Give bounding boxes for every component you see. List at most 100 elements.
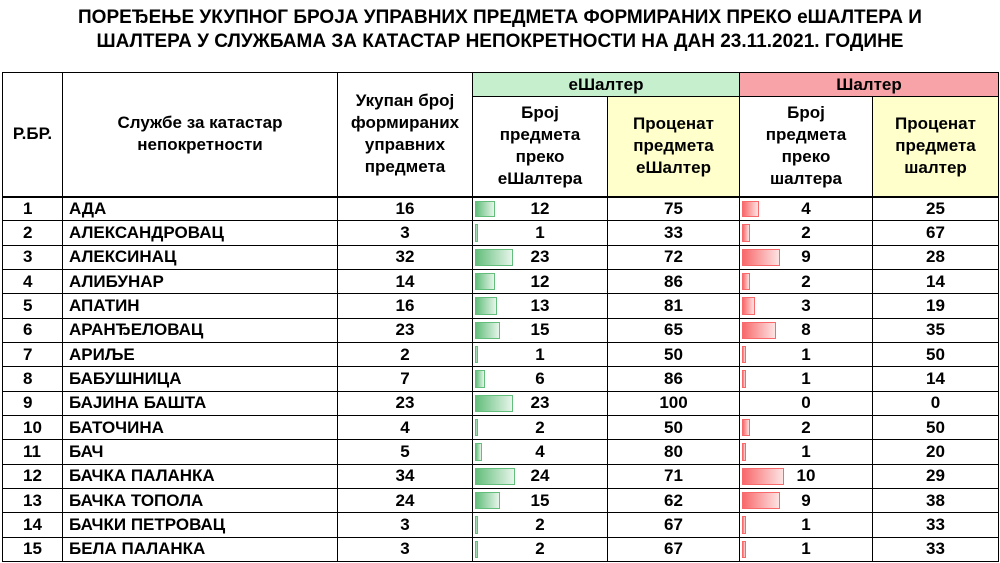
cell-e-count: 23: [472, 390, 608, 416]
cell-name: БАТОЧИНА: [62, 414, 338, 441]
table-row: 10 БАТОЧИНА 4 2 50 2 50: [2, 414, 999, 441]
cell-s-count: 9: [739, 487, 873, 514]
cell-total: 7: [337, 366, 473, 392]
title-line-1: ПОРЕЂЕЊЕ УКУПНОГ БРОЈА УПРАВНИХ ПРЕДМЕТА…: [78, 7, 922, 28]
cell-s-count-value: 4: [801, 198, 811, 218]
data-bar-green: [475, 200, 495, 218]
cell-total: 16: [337, 293, 473, 319]
cell-e-count: 23: [472, 244, 608, 270]
cell-e-pct: 67: [607, 512, 740, 538]
cell-s-pct: 14: [872, 366, 999, 392]
page-title: ПОРЕЂЕЊЕ УКУПНОГ БРОЈА УПРАВНИХ ПРЕДМЕТА…: [0, 0, 1000, 60]
data-bar-green: [475, 370, 485, 388]
cell-total: 16: [337, 195, 473, 222]
data-bar-red: [742, 516, 747, 534]
cell-s-count-value: 1: [801, 368, 811, 388]
data-bar-green: [475, 418, 479, 437]
cell-s-pct: 67: [872, 220, 999, 246]
cell-name: АПАТИН: [62, 293, 338, 319]
cell-name: БАЈИНА БАШТА: [62, 390, 338, 416]
cell-rb: 2: [2, 220, 63, 246]
cell-e-pct: 33: [607, 220, 740, 246]
cell-s-pct: 25: [872, 195, 999, 222]
cell-total: 32: [337, 244, 473, 270]
cell-s-pct: 0: [872, 390, 999, 416]
cell-total: 14: [337, 268, 473, 295]
cell-e-count-value: 12: [530, 271, 550, 291]
cell-rb: 5: [2, 293, 63, 319]
header-s-count: Број предмета преко шалтера: [739, 96, 873, 197]
cell-e-count-value: 2: [535, 514, 545, 534]
cell-name: БАЧКИ ПЕТРОВАЦ: [62, 512, 338, 538]
cell-s-count-value: 10: [796, 466, 816, 486]
data-bar-red: [742, 297, 755, 315]
cell-e-pct: 81: [607, 293, 740, 319]
data-bar-red: [742, 224, 751, 242]
cell-s-count-value: 9: [801, 490, 811, 510]
cell-s-count: 1: [739, 536, 873, 562]
data-bar-red: [742, 443, 747, 461]
cell-e-count-value: 2: [535, 539, 545, 559]
cell-name: БАЧ: [62, 439, 338, 465]
cell-e-count-value: 12: [530, 198, 550, 218]
header-s-pct: Проценат предмета шалтер: [872, 96, 999, 197]
cell-e-count-value: 24: [530, 466, 550, 486]
cell-e-count: 12: [472, 195, 608, 222]
cell-s-count: 2: [739, 220, 873, 246]
cell-s-count: 1: [739, 341, 873, 368]
cell-name: БАЧКА ТОПОЛА: [62, 487, 338, 514]
data-bar-green: [475, 272, 495, 291]
data-bar-green: [475, 345, 478, 364]
cell-e-count-value: 23: [530, 247, 550, 267]
data-bar-red: [742, 248, 780, 266]
table-row: 4 АЛИБУНАР 14 12 86 2 14: [2, 268, 999, 295]
data-bar-green: [475, 297, 497, 315]
cell-total: 3: [337, 220, 473, 246]
cell-rb: 11: [2, 439, 63, 465]
cell-e-count: 1: [472, 220, 608, 246]
table-row: 8 БАБУШНИЦА 7 6 86 1 14: [2, 366, 999, 392]
cell-rb: 3: [2, 244, 63, 270]
cell-rb: 9: [2, 390, 63, 416]
table-row: 1 АДА 16 12 75 4 25: [2, 195, 999, 222]
data-bar-red: [742, 540, 747, 558]
cell-e-count: 2: [472, 414, 608, 441]
cell-s-count-value: 3: [801, 295, 811, 315]
cell-e-count: 15: [472, 487, 608, 514]
cell-e-pct: 86: [607, 366, 740, 392]
cell-e-count: 24: [472, 463, 608, 489]
data-bar-green: [475, 321, 500, 339]
cell-name: АЛЕКСИНАЦ: [62, 244, 338, 270]
data-bar-green: [475, 491, 500, 510]
cell-e-count-value: 15: [530, 320, 550, 340]
cell-name: АРИЉЕ: [62, 341, 338, 368]
data-bar-red: [742, 418, 751, 437]
cell-name: БЕЛА ПАЛАНКА: [62, 536, 338, 562]
cell-s-count: 9: [739, 244, 873, 270]
cell-s-count-value: 1: [801, 344, 811, 364]
cell-name: АДА: [62, 195, 338, 222]
cell-e-count-value: 1: [535, 222, 545, 242]
cell-total: 5: [337, 439, 473, 465]
cell-s-pct: 29: [872, 463, 999, 489]
cell-rb: 12: [2, 463, 63, 489]
cell-s-count: 2: [739, 268, 873, 295]
cell-name: БАЧКА ПАЛАНКА: [62, 463, 338, 489]
cell-e-pct: 100: [607, 390, 740, 416]
cell-e-pct: 71: [607, 463, 740, 489]
cell-total: 3: [337, 512, 473, 538]
cell-s-pct: 50: [872, 341, 999, 368]
table-row: 9 БАЈИНА БАШТА 23 23 100 0 0: [2, 390, 999, 416]
cell-e-pct: 75: [607, 195, 740, 222]
cell-total: 24: [337, 487, 473, 514]
cell-e-pct: 50: [607, 414, 740, 441]
cell-s-count-value: 2: [801, 271, 811, 291]
cell-s-pct: 50: [872, 414, 999, 441]
cell-e-count: 4: [472, 439, 608, 465]
header-rb: Р.БР.: [2, 72, 63, 197]
cell-e-count: 15: [472, 317, 608, 343]
cell-s-count-value: 8: [801, 320, 811, 340]
cell-s-count: 1: [739, 439, 873, 465]
cell-s-count-value: 1: [801, 441, 811, 461]
table-row: 12 БАЧКА ПАЛАНКА 34 24 71 10 29: [2, 463, 999, 489]
